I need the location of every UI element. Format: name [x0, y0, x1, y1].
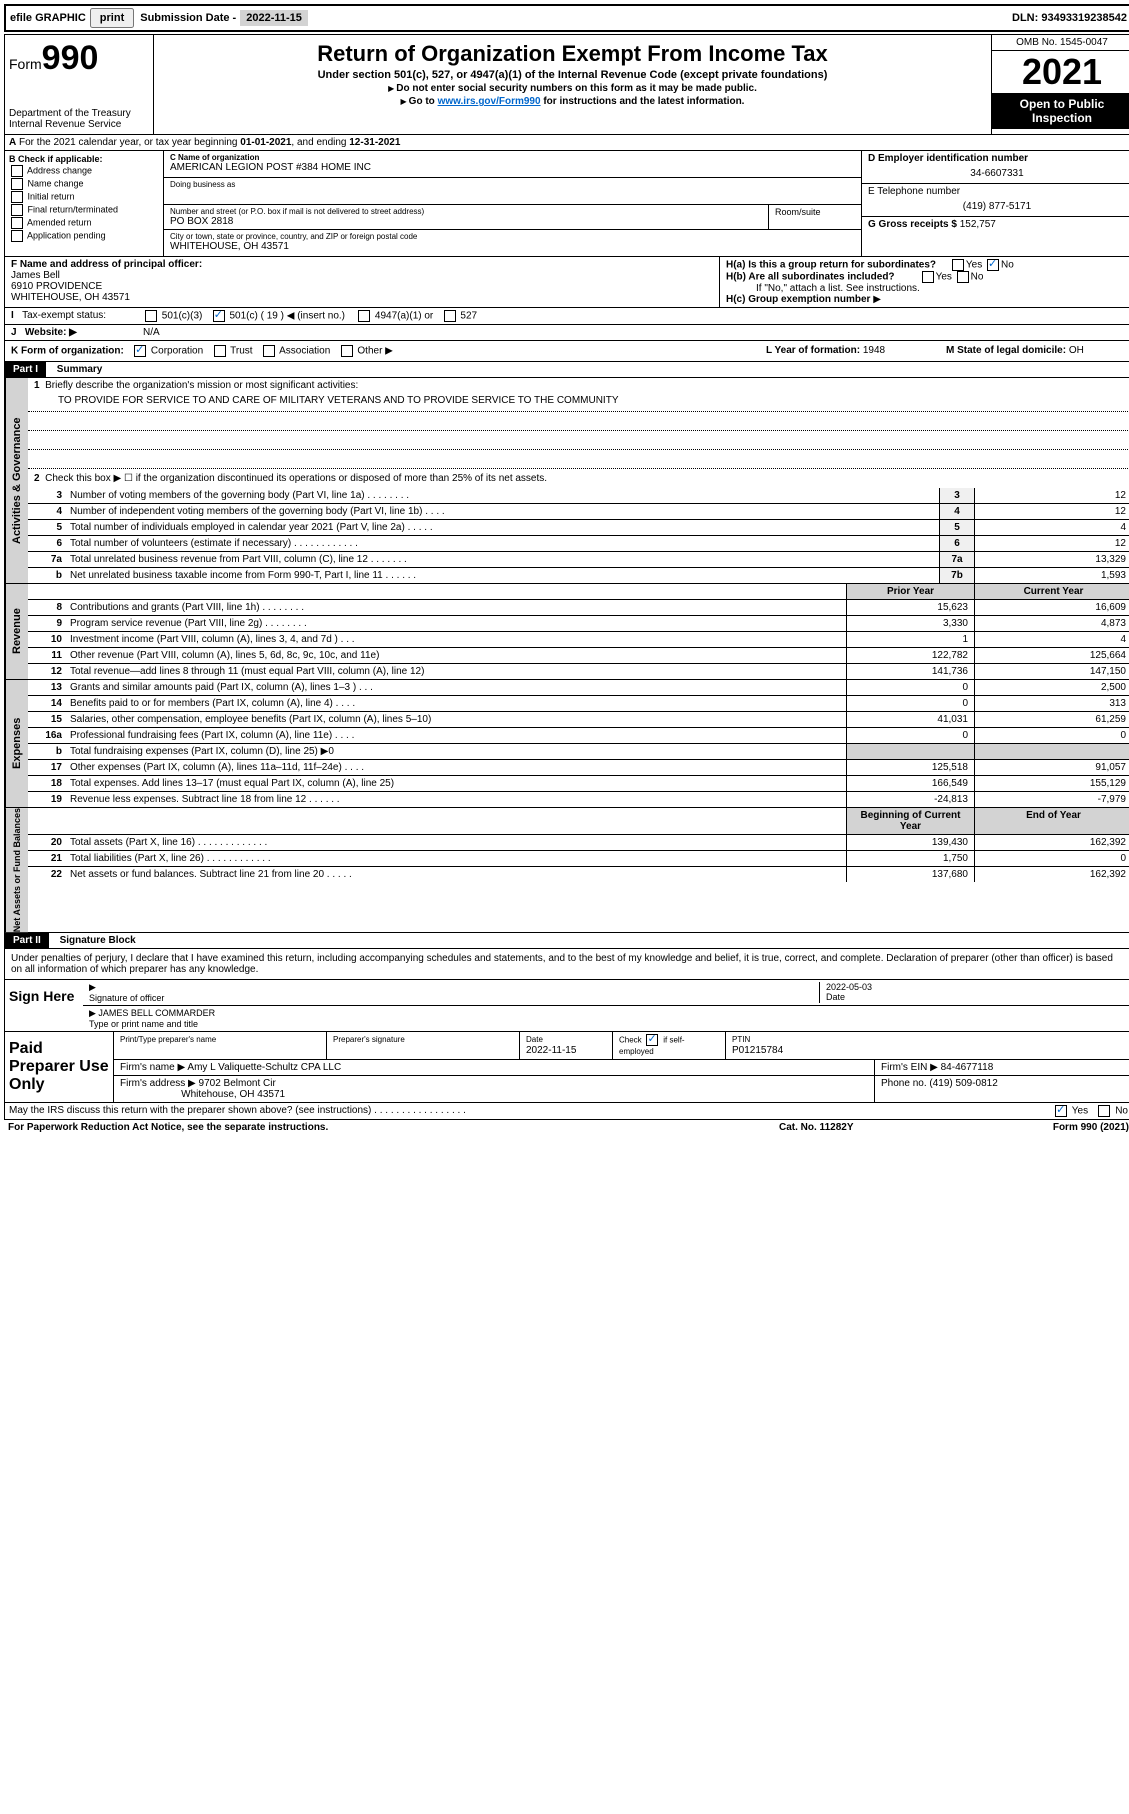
row-klm: K Form of organization: Corporation Trus…: [4, 341, 1129, 362]
table-row: 7aTotal unrelated business revenue from …: [28, 552, 1129, 568]
part1-expenses: Expenses 13Grants and similar amounts pa…: [4, 680, 1129, 808]
part1-governance: Activities & Governance 1 Briefly descri…: [4, 378, 1129, 584]
signature-block: Under penalties of perjury, I declare th…: [4, 949, 1129, 1032]
part2-header: Part II Signature Block: [4, 933, 1129, 949]
dln: DLN: 93493319238542: [1012, 12, 1127, 24]
table-row: 4Number of independent voting members of…: [28, 504, 1129, 520]
table-row: bNet unrelated business taxable income f…: [28, 568, 1129, 583]
row-j: J Website: ▶ N/A: [4, 325, 1129, 341]
table-row: 22Net assets or fund balances. Subtract …: [28, 867, 1129, 882]
table-row: 5Total number of individuals employed in…: [28, 520, 1129, 536]
section-fh: F Name and address of principal officer:…: [4, 257, 1129, 308]
table-row: 12Total revenue—add lines 8 through 11 (…: [28, 664, 1129, 679]
top-bar: efile GRAPHIC print Submission Date - 20…: [4, 4, 1129, 32]
table-row: 8Contributions and grants (Part VIII, li…: [28, 600, 1129, 616]
part1-header: Part I Summary: [4, 362, 1129, 378]
header-mid: Return of Organization Exempt From Incom…: [154, 35, 991, 134]
part1-revenue: Revenue Prior Year Current Year 8Contrib…: [4, 584, 1129, 680]
part1-netassets: Net Assets or Fund Balances Beginning of…: [4, 808, 1129, 933]
instructions-link[interactable]: www.irs.gov/Form990: [438, 96, 541, 107]
table-row: 18Total expenses. Add lines 13–17 (must …: [28, 776, 1129, 792]
discuss-row: May the IRS discuss this return with the…: [4, 1103, 1129, 1120]
table-row: 17Other expenses (Part IX, column (A), l…: [28, 760, 1129, 776]
header-right: OMB No. 1545-0047 2021 Open to Public In…: [991, 35, 1129, 134]
paid-preparer: Paid Preparer Use Only Print/Type prepar…: [4, 1032, 1129, 1103]
table-row: 19Revenue less expenses. Subtract line 1…: [28, 792, 1129, 807]
submission-label: Submission Date -: [140, 12, 236, 24]
line-a: A For the 2021 calendar year, or tax yea…: [4, 135, 1129, 151]
table-row: 3Number of voting members of the governi…: [28, 488, 1129, 504]
section-f: F Name and address of principal officer:…: [5, 257, 720, 307]
table-row: 11Other revenue (Part VIII, column (A), …: [28, 648, 1129, 664]
row-i: I Tax-exempt status: 501(c)(3) 501(c) ( …: [4, 308, 1129, 325]
table-row: bTotal fundraising expenses (Part IX, co…: [28, 744, 1129, 760]
section-d: D Employer identification number 34-6607…: [862, 151, 1129, 256]
print-button[interactable]: print: [90, 8, 134, 28]
table-row: 6Total number of volunteers (estimate if…: [28, 536, 1129, 552]
table-row: 15Salaries, other compensation, employee…: [28, 712, 1129, 728]
table-row: 14Benefits paid to or for members (Part …: [28, 696, 1129, 712]
header-left: Form990 Department of the Treasury Inter…: [5, 35, 154, 134]
table-row: 21Total liabilities (Part X, line 26) . …: [28, 851, 1129, 867]
table-row: 20Total assets (Part X, line 16) . . . .…: [28, 835, 1129, 851]
submission-date: 2022-11-15: [240, 10, 308, 26]
section-b: B Check if applicable: Address change Na…: [5, 151, 164, 256]
footer: For Paperwork Reduction Act Notice, see …: [4, 1120, 1129, 1135]
table-row: 9Program service revenue (Part VIII, lin…: [28, 616, 1129, 632]
table-row: 16aProfessional fundraising fees (Part I…: [28, 728, 1129, 744]
efile-label: efile GRAPHIC: [10, 12, 86, 24]
form-header: Form990 Department of the Treasury Inter…: [4, 34, 1129, 135]
table-row: 10Investment income (Part VIII, column (…: [28, 632, 1129, 648]
section-h: H(a) Is this a group return for subordin…: [720, 257, 1129, 307]
form-title: Return of Organization Exempt From Incom…: [158, 41, 987, 67]
table-row: 13Grants and similar amounts paid (Part …: [28, 680, 1129, 696]
section-c: C Name of organization AMERICAN LEGION P…: [164, 151, 862, 256]
section-bcd: B Check if applicable: Address change Na…: [4, 151, 1129, 257]
